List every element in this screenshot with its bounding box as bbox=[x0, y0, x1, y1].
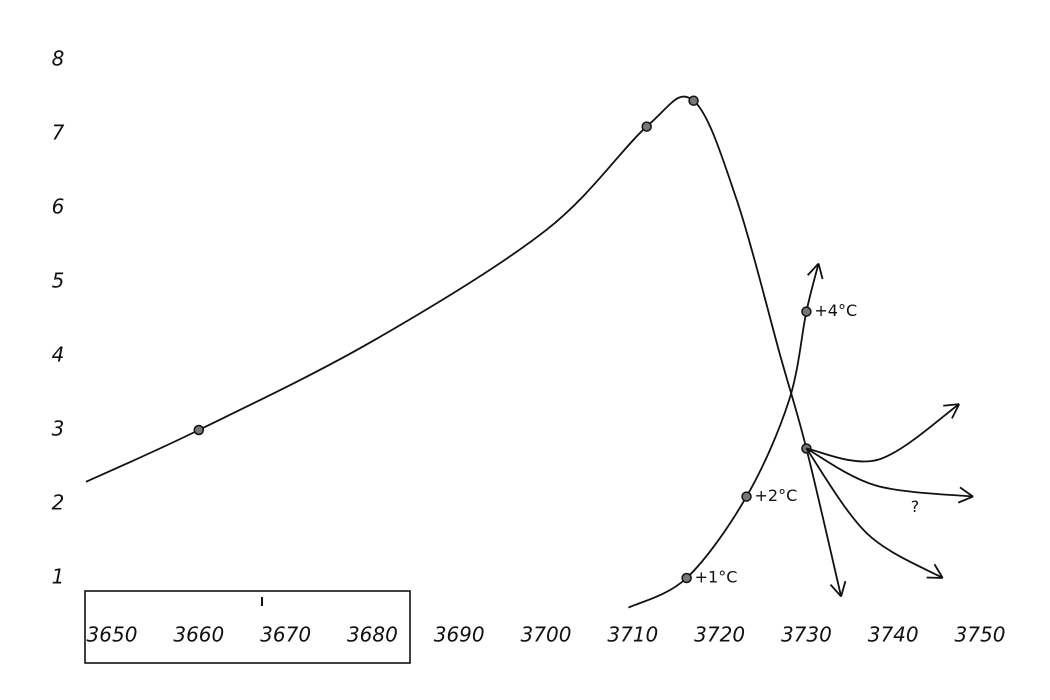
arrow-head bbox=[807, 262, 820, 276]
x-tick-label: 3670 bbox=[260, 623, 311, 647]
y-tick-label: 5 bbox=[52, 269, 65, 293]
x-tick-label: 3660 bbox=[173, 623, 224, 647]
x-tick-label: 3650 bbox=[87, 623, 138, 647]
point-marker bbox=[801, 306, 812, 317]
annotation: ? bbox=[911, 497, 920, 516]
point-marker bbox=[688, 95, 699, 106]
annotation: +4°C bbox=[814, 301, 857, 320]
annotation: +1°C bbox=[695, 568, 738, 587]
y-tick-label: 7 bbox=[52, 121, 65, 145]
arrow-head bbox=[817, 263, 824, 280]
arrow-head bbox=[957, 495, 974, 504]
arrow-head bbox=[933, 563, 944, 579]
point-marker bbox=[681, 572, 692, 584]
point-marker bbox=[193, 424, 205, 436]
arrow-head bbox=[829, 583, 842, 598]
curve bbox=[85, 95, 842, 597]
point-marker bbox=[641, 121, 652, 132]
x-tick-label: 3740 bbox=[868, 623, 919, 647]
y-tick-label: 8 bbox=[52, 47, 65, 71]
arrow-head bbox=[959, 486, 974, 498]
y-tick-label: 6 bbox=[52, 195, 65, 219]
arrow-head bbox=[926, 576, 943, 579]
curve bbox=[805, 447, 944, 579]
x-tick-label: 3730 bbox=[781, 623, 832, 647]
curve bbox=[805, 447, 974, 498]
point-marker bbox=[741, 491, 752, 502]
arrow-head bbox=[840, 580, 847, 597]
x-tick-label: 3710 bbox=[607, 623, 658, 647]
y-tick-label: 4 bbox=[52, 343, 65, 367]
y-tick-label: 3 bbox=[52, 417, 65, 441]
annotation: +2°C bbox=[755, 486, 798, 505]
arrow-head bbox=[951, 403, 960, 419]
highlight-box bbox=[84, 590, 411, 664]
x-tick-label: 3750 bbox=[955, 623, 1006, 647]
x-tick-label: 3690 bbox=[434, 623, 485, 647]
y-tick-label: 1 bbox=[52, 565, 65, 589]
x-tick-label: 3700 bbox=[521, 623, 572, 647]
arrow-head bbox=[943, 403, 960, 407]
x-tick-label: 3680 bbox=[347, 623, 398, 647]
curve bbox=[806, 403, 960, 463]
y-tick-label: 2 bbox=[52, 491, 65, 515]
x-tick-label: 3720 bbox=[694, 623, 745, 647]
